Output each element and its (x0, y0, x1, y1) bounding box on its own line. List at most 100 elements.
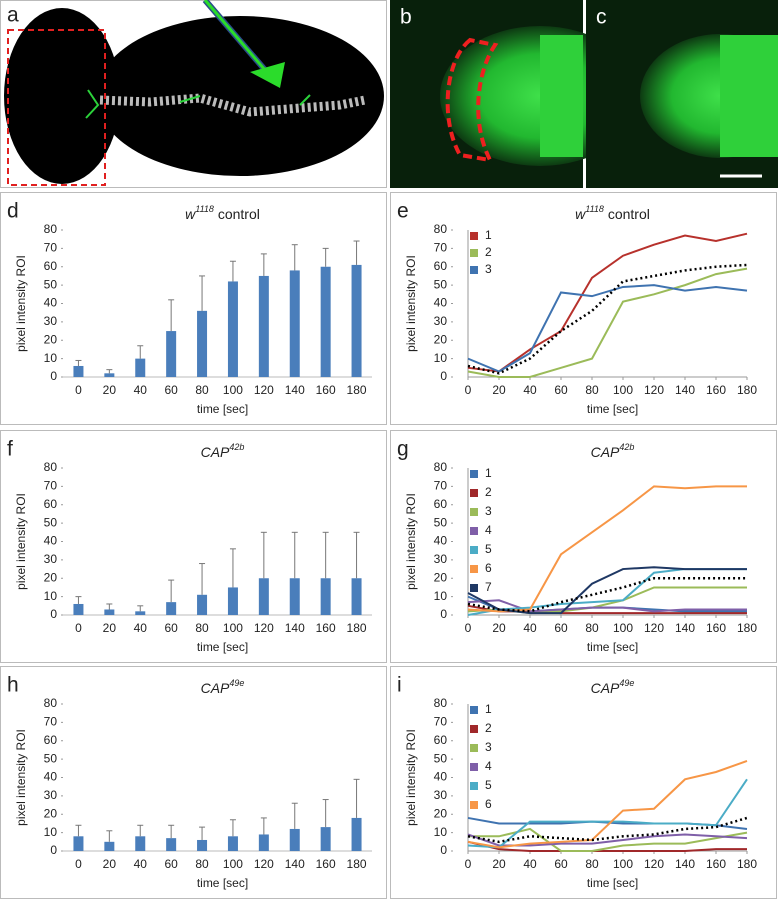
y-tick-label: 30 (44, 552, 58, 566)
line-series (467, 840, 747, 852)
legend-swatch (470, 546, 478, 554)
legend-label: 1 (485, 702, 492, 716)
panel-label: h (7, 674, 19, 697)
line-series (467, 599, 747, 613)
legend-label: 5 (485, 778, 492, 792)
legend-label: 6 (485, 797, 492, 811)
y-tick-label: 80 (44, 696, 58, 710)
y-tick-label: 10 (434, 825, 448, 839)
panel-label: e (397, 200, 409, 223)
y-tick-label: 60 (434, 733, 448, 747)
y-tick-label: 60 (44, 733, 58, 747)
x-axis-label: time [sec] (587, 876, 638, 890)
y-tick-label: 30 (434, 552, 448, 566)
y-tick-label: 50 (44, 277, 58, 291)
micrograph-c (586, 0, 778, 188)
panel-frame (390, 192, 777, 425)
x-axis-label: time [sec] (197, 876, 248, 890)
panel-label: g (397, 438, 409, 461)
legend-label: 4 (485, 759, 492, 773)
x-tick-label: 120 (644, 621, 664, 635)
y-tick-label: 70 (44, 241, 58, 255)
y-axis-label: pixel intensity ROI (404, 493, 418, 590)
bar (166, 331, 177, 377)
legend-swatch (470, 508, 478, 516)
bar (135, 836, 146, 851)
y-tick-label: 20 (434, 570, 448, 584)
y-tick-label: 20 (44, 806, 58, 820)
legend-label: 2 (485, 245, 492, 259)
x-tick-label: 100 (613, 621, 633, 635)
y-tick-label: 10 (434, 351, 448, 365)
x-tick-label: 140 (285, 621, 305, 635)
x-tick-label: 140 (675, 621, 695, 635)
legend-swatch (470, 527, 478, 535)
y-tick-label: 30 (434, 788, 448, 802)
line-series (468, 827, 748, 852)
y-tick-label: 40 (44, 296, 58, 310)
chart-title: w1118 control (185, 204, 260, 221)
x-tick-label: 40 (134, 383, 148, 397)
x-tick-label: 40 (134, 857, 148, 871)
x-tick-label: 0 (465, 621, 472, 635)
line-series (467, 284, 748, 373)
legend-swatch (470, 489, 478, 497)
x-tick-label: 100 (223, 383, 243, 397)
bar (351, 817, 362, 851)
x-tick-label: 80 (195, 857, 209, 871)
bar (73, 603, 84, 615)
line-series (467, 760, 748, 849)
title-superscript: 1118 (195, 204, 214, 214)
x-tick-label: 40 (523, 383, 537, 397)
x-tick-label: 160 (316, 621, 336, 635)
x-tick-label: 0 (75, 857, 82, 871)
x-tick-label: 80 (195, 621, 209, 635)
y-axis-label: pixel intensity ROI (404, 255, 418, 352)
bar (289, 270, 300, 377)
y-axis-label: pixel intensity ROI (14, 255, 28, 352)
y-tick-label: 40 (44, 534, 58, 548)
y-axis-label: pixel intensity ROI (14, 493, 28, 590)
bar (104, 609, 115, 615)
bar (135, 358, 146, 377)
y-tick-label: 20 (44, 332, 58, 346)
title-text: w (185, 206, 196, 222)
bar (104, 373, 115, 377)
line-series (467, 267, 748, 378)
x-tick-label: 60 (164, 857, 178, 871)
x-tick-label: 100 (223, 621, 243, 635)
x-tick-label: 20 (103, 383, 117, 397)
bar (73, 836, 84, 851)
x-tick-label: 180 (347, 383, 367, 397)
y-tick-label: 0 (50, 843, 57, 857)
bar (289, 828, 300, 851)
y-tick-label: 20 (44, 570, 58, 584)
x-tick-label: 40 (523, 857, 537, 871)
x-tick-label: 20 (103, 621, 117, 635)
panel-label: f (7, 438, 13, 461)
x-tick-label: 60 (164, 621, 178, 635)
legend-label: 6 (485, 561, 492, 575)
x-tick-label: 160 (706, 621, 726, 635)
y-tick-label: 70 (434, 715, 448, 729)
bar (351, 264, 362, 377)
x-tick-label: 60 (554, 621, 568, 635)
x-tick-label: 60 (554, 857, 568, 871)
x-tick-label: 80 (585, 383, 599, 397)
y-tick-label: 50 (44, 515, 58, 529)
y-tick-label: 0 (440, 843, 447, 857)
bar (320, 266, 331, 377)
legend-label: 4 (485, 523, 492, 537)
legend-label: 2 (485, 721, 492, 735)
y-tick-label: 0 (50, 369, 57, 383)
x-tick-label: 20 (492, 621, 506, 635)
legend-label: 3 (485, 740, 492, 754)
x-tick-label: 180 (737, 621, 757, 635)
bar (227, 836, 238, 851)
legend-label: 1 (485, 228, 492, 242)
bar (104, 841, 115, 851)
x-tick-label: 60 (164, 383, 178, 397)
title-text: CAP (591, 444, 620, 460)
legend-swatch (470, 763, 478, 771)
